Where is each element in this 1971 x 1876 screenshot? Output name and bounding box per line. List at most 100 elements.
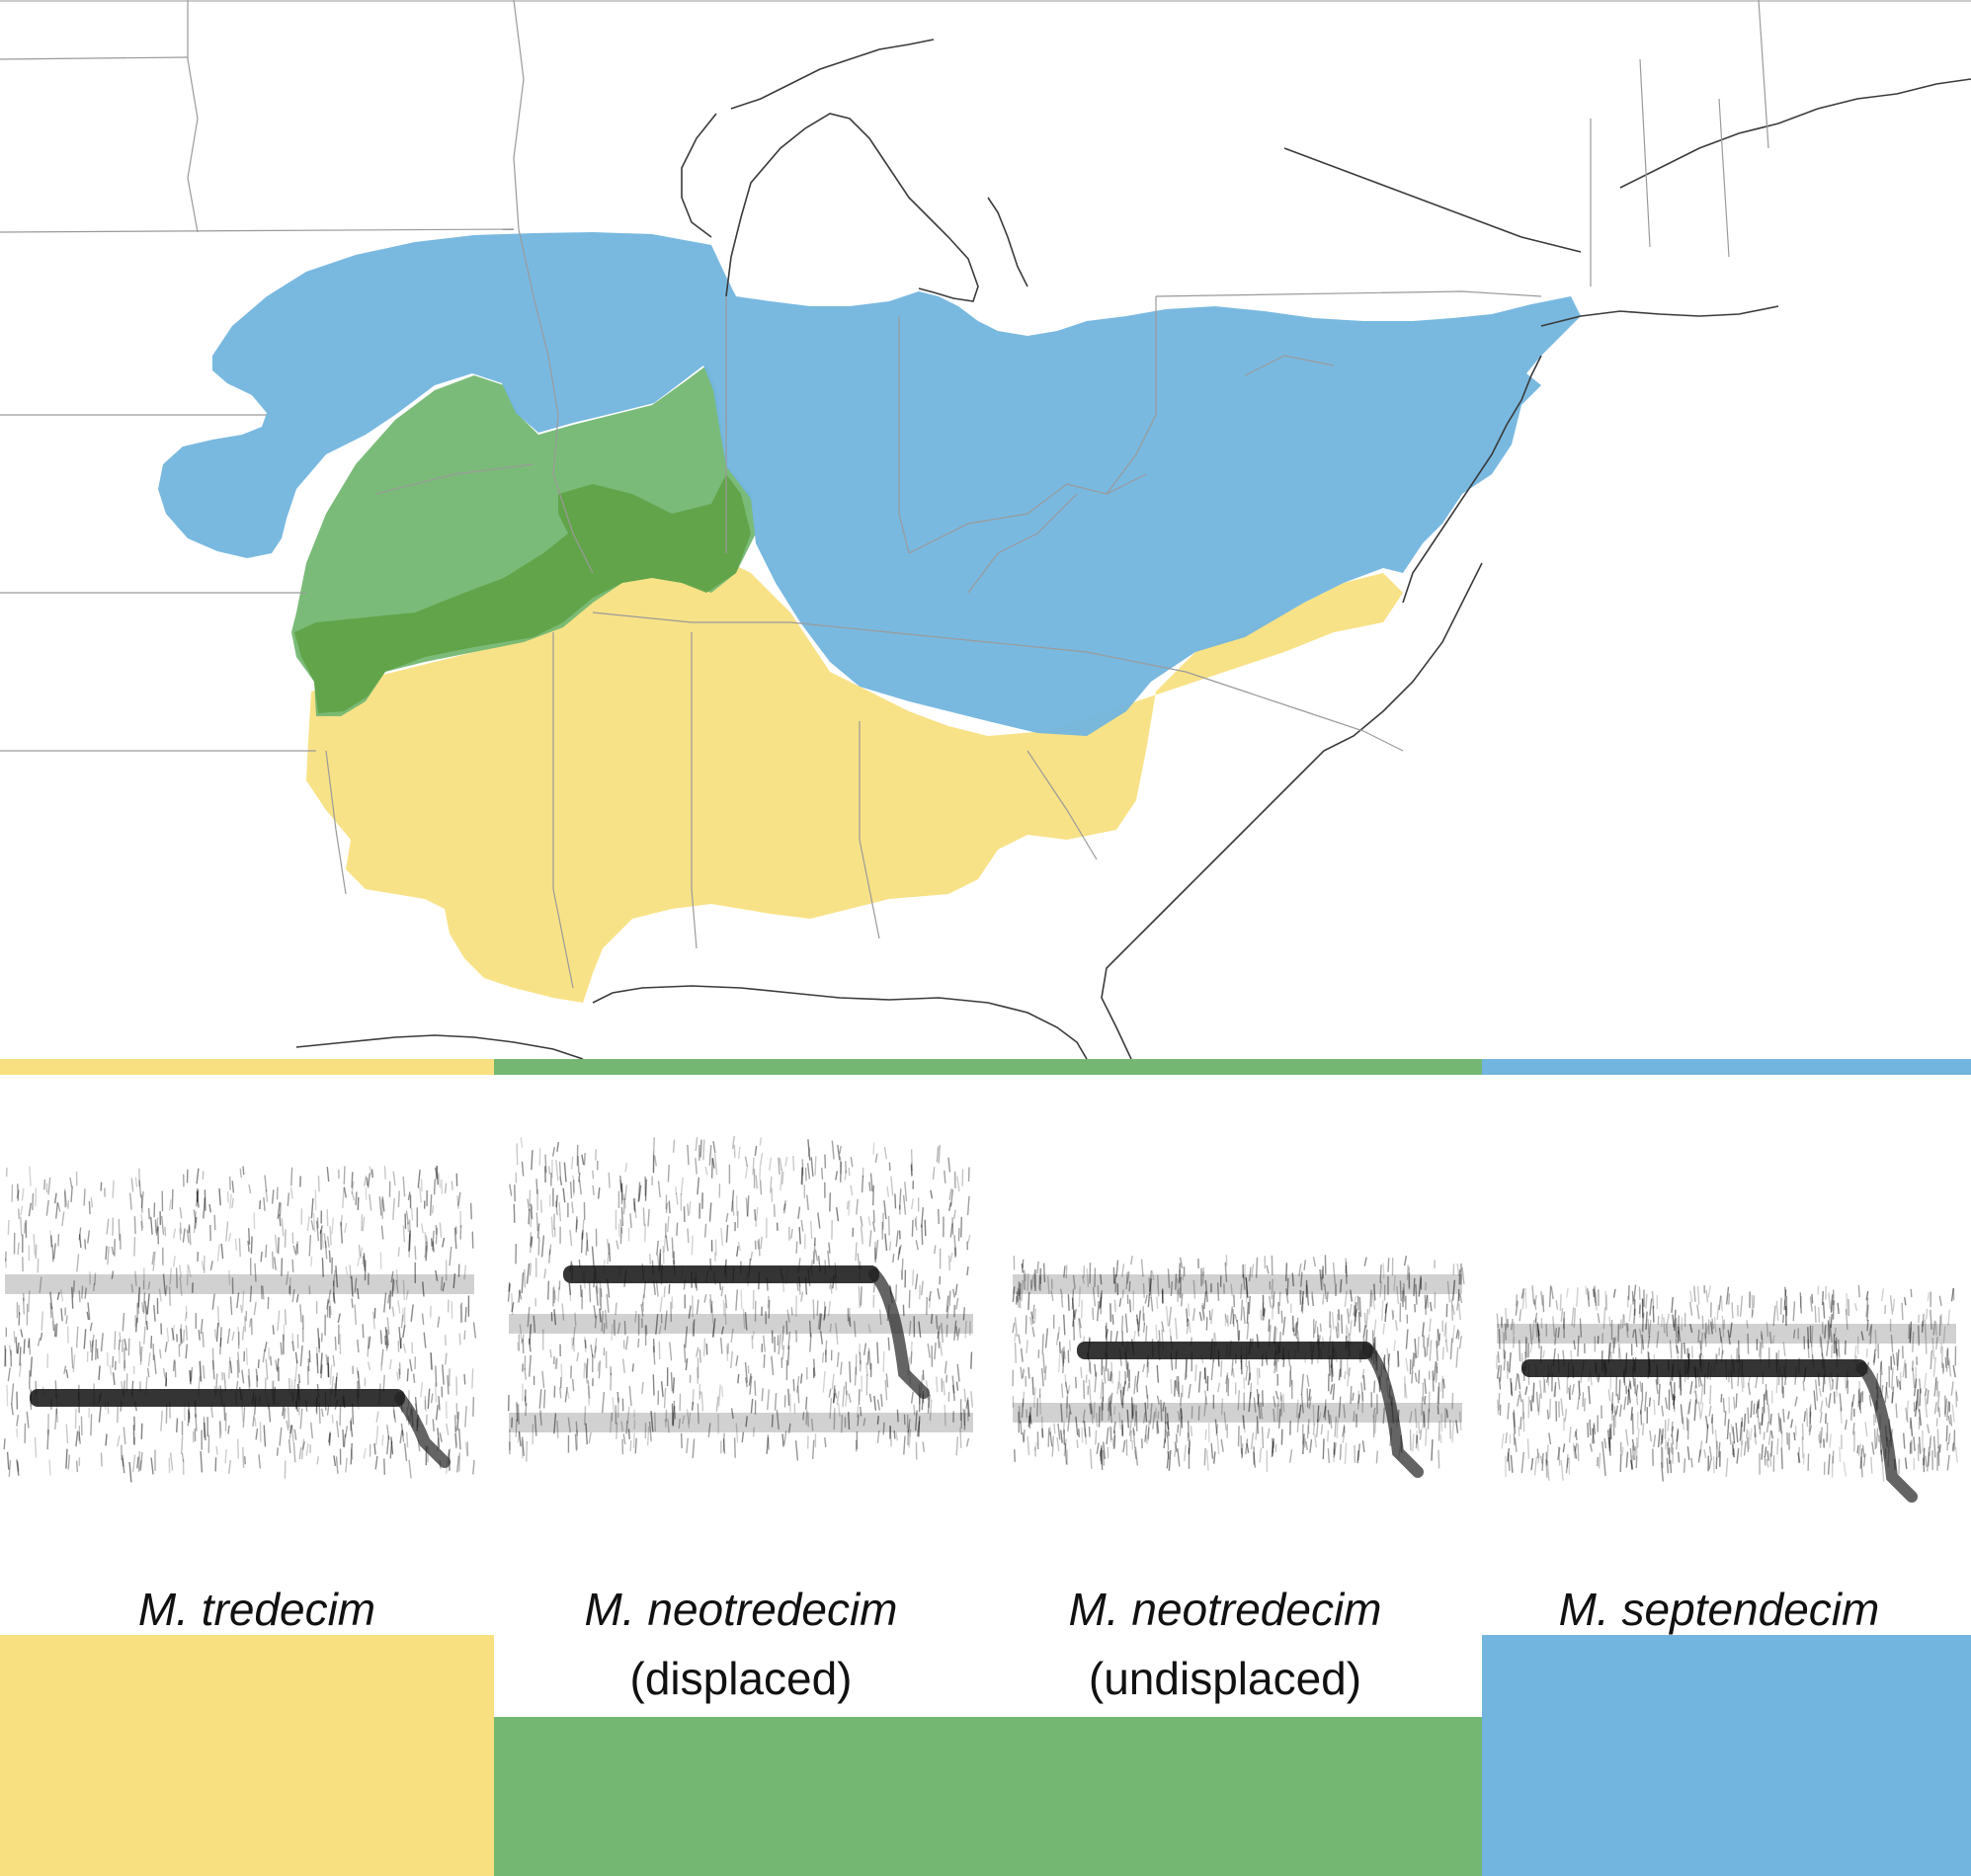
spectrogram-noise bbox=[1456, 1293, 1460, 1311]
spectrogram-noise bbox=[1638, 1286, 1641, 1300]
spectrogram-noise bbox=[1238, 1330, 1241, 1341]
spectrogram-noise bbox=[112, 1180, 115, 1198]
spectrogram-noise bbox=[1422, 1414, 1426, 1428]
spectrogram-noise bbox=[1387, 1353, 1390, 1364]
spectrogram-noise bbox=[432, 1230, 435, 1251]
spectrogram-noise bbox=[708, 1145, 712, 1166]
spectrogram-noise bbox=[1647, 1319, 1650, 1336]
spectrogram-noise bbox=[857, 1414, 860, 1427]
spectrogram-noise bbox=[1305, 1440, 1308, 1450]
spectrogram-noise bbox=[1768, 1332, 1772, 1344]
spectrogram-noise bbox=[898, 1188, 902, 1210]
spectrogram-noise bbox=[34, 1436, 38, 1458]
spectrogram-noise bbox=[903, 1435, 906, 1455]
spectrogram-noise bbox=[268, 1405, 272, 1423]
spectrogram-noise bbox=[229, 1296, 233, 1316]
spectrogram-noise bbox=[1140, 1259, 1144, 1277]
spectrogram-noise bbox=[619, 1176, 622, 1192]
spectrogram-noise bbox=[1418, 1369, 1421, 1384]
spectrogram-noise bbox=[1510, 1377, 1514, 1397]
spectrogram-noise bbox=[1083, 1421, 1087, 1437]
spectrogram-noise bbox=[521, 1334, 525, 1343]
spectrogram-noise bbox=[50, 1235, 52, 1248]
spectrogram-noise bbox=[710, 1158, 713, 1179]
spectrogram-noise bbox=[714, 1153, 718, 1176]
spectrogram-noise bbox=[1358, 1296, 1362, 1318]
spectrogram-noise bbox=[1513, 1336, 1516, 1348]
spectrogram-noise bbox=[1300, 1373, 1304, 1395]
spectrogram-noise bbox=[897, 1247, 901, 1261]
spectrogram-noise bbox=[1019, 1282, 1022, 1300]
spectrogram-noise bbox=[1498, 1377, 1502, 1390]
spectrogram-noise bbox=[951, 1375, 955, 1394]
spectrogram-noise bbox=[433, 1179, 436, 1195]
spectrogram-noise bbox=[1411, 1370, 1414, 1384]
spectrogram-noise bbox=[722, 1432, 725, 1452]
spectrogram-noise bbox=[1503, 1350, 1507, 1371]
spectrogram-noise bbox=[200, 1319, 204, 1335]
spectrogram-noise bbox=[241, 1290, 245, 1312]
spectrogram-noise bbox=[1256, 1367, 1259, 1386]
spectrogram-noise bbox=[215, 1322, 219, 1343]
spectrogram-noise bbox=[1145, 1385, 1149, 1399]
spectrogram-noise bbox=[1274, 1443, 1277, 1453]
spectrogram-noise bbox=[800, 1167, 803, 1184]
spectrogram-noise bbox=[265, 1358, 269, 1380]
spectrogram-noise bbox=[934, 1342, 937, 1360]
spectrogram-noise bbox=[1815, 1379, 1819, 1402]
spectrogram-noise bbox=[395, 1268, 398, 1282]
spectrogram-noise bbox=[1033, 1446, 1036, 1457]
spectrogram-noise bbox=[1365, 1308, 1369, 1329]
spectrogram-noise bbox=[141, 1302, 144, 1312]
spectrogram-noise bbox=[1895, 1375, 1899, 1387]
spectrogram-noise bbox=[1728, 1293, 1731, 1305]
spectrogram-noise bbox=[1031, 1327, 1035, 1338]
spectrogram-noise bbox=[392, 1171, 396, 1186]
spectrogram-noise bbox=[388, 1290, 391, 1310]
spectrogram-noise bbox=[1078, 1318, 1082, 1339]
spectrogram-noise bbox=[601, 1310, 604, 1332]
spectrogram-noise bbox=[837, 1144, 841, 1161]
spectrogram-noise bbox=[769, 1157, 773, 1171]
spectrogram-noise bbox=[686, 1409, 691, 1428]
spectrogram-noise bbox=[597, 1362, 600, 1372]
spectrogram-noise bbox=[1660, 1461, 1664, 1482]
spectrogram-noise bbox=[1676, 1345, 1680, 1354]
spectrogram-noise bbox=[414, 1246, 417, 1261]
spectrogram-noise bbox=[30, 1356, 33, 1377]
spectrogram-noise bbox=[295, 1244, 298, 1256]
spectrogram-noise bbox=[1754, 1432, 1758, 1445]
spectrogram-noise bbox=[1640, 1410, 1643, 1426]
spectrogram-noise bbox=[1022, 1431, 1026, 1442]
spectrogram-noise bbox=[1949, 1414, 1953, 1427]
spectrogram-noise bbox=[664, 1419, 667, 1427]
spectrogram-noise bbox=[427, 1388, 431, 1410]
spectrogram-noise bbox=[133, 1216, 136, 1235]
spectrogram-noise bbox=[1354, 1307, 1357, 1323]
spectrogram-noise bbox=[1866, 1319, 1869, 1332]
spectrogram-noise bbox=[1177, 1448, 1181, 1467]
spectrogram-noise bbox=[144, 1306, 147, 1326]
spectrogram-noise bbox=[1566, 1287, 1569, 1298]
spectrogram-noise bbox=[800, 1373, 803, 1384]
spectrogram-noise bbox=[1780, 1447, 1783, 1470]
spectrogram-noise bbox=[459, 1302, 463, 1323]
spectrogram-noise bbox=[1437, 1382, 1440, 1405]
spectrogram-noise bbox=[138, 1180, 142, 1198]
spectrogram-noise bbox=[678, 1418, 681, 1429]
spectrogram-noise bbox=[23, 1339, 26, 1354]
spectrogram-noise bbox=[1934, 1378, 1938, 1391]
spectrogram-noise bbox=[442, 1237, 446, 1248]
spectrogram-noise bbox=[584, 1406, 587, 1426]
spectrogram-noise bbox=[872, 1142, 875, 1155]
spectrogram-noise bbox=[1848, 1298, 1850, 1317]
spectrogram-noise bbox=[52, 1243, 56, 1260]
spectrogram-noise bbox=[91, 1340, 94, 1361]
spectrogram-noise bbox=[1353, 1411, 1355, 1423]
spectrogram-noise bbox=[1224, 1262, 1228, 1282]
spectrogram-noise bbox=[558, 1202, 562, 1222]
spectrogram-noise bbox=[155, 1225, 159, 1236]
spectrogram-noise bbox=[631, 1363, 634, 1372]
spectrogram-noise bbox=[655, 1314, 659, 1336]
